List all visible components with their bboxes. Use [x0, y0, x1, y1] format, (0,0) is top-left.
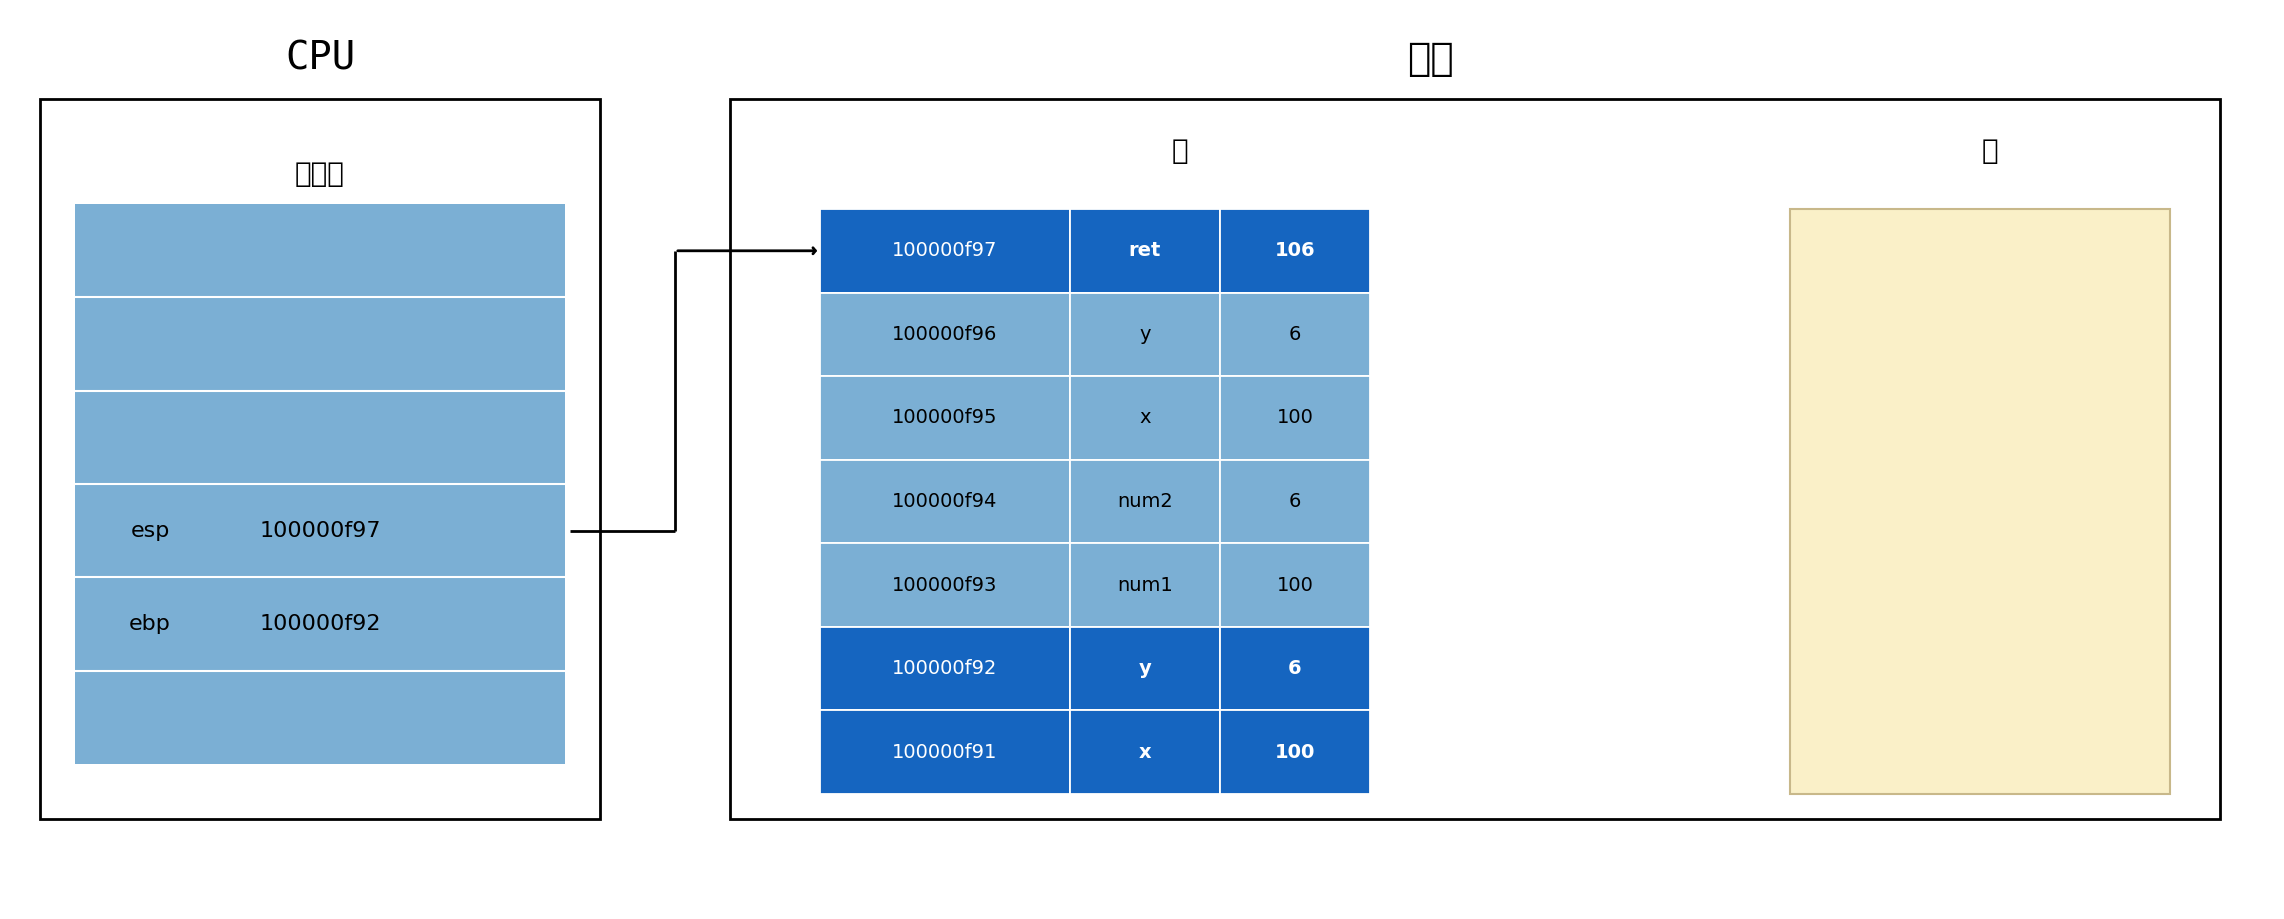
Text: 100000f91: 100000f91	[893, 743, 998, 762]
Text: CPU: CPU	[286, 40, 354, 78]
Bar	[1069, 376, 1220, 460]
Text: 100000f97: 100000f97	[893, 242, 998, 260]
Bar	[1220, 209, 1370, 292]
Bar	[1069, 627, 1220, 710]
Bar	[1220, 710, 1370, 794]
Text: 100000f93: 100000f93	[893, 575, 998, 595]
Bar	[1220, 376, 1370, 460]
Text: 100000f97: 100000f97	[260, 521, 381, 540]
Bar	[1069, 710, 1220, 794]
Text: 106: 106	[1274, 242, 1316, 260]
Bar	[820, 543, 1069, 627]
Text: 6: 6	[1288, 492, 1302, 511]
Text: 100: 100	[1277, 575, 1313, 595]
Text: 堆: 堆	[1983, 137, 1998, 165]
Text: x: x	[1140, 408, 1151, 427]
Text: 100000f92: 100000f92	[893, 659, 998, 678]
Text: 内存: 内存	[1407, 40, 1453, 78]
Bar	[820, 710, 1069, 794]
Text: y: y	[1140, 324, 1151, 344]
Bar	[1220, 627, 1370, 710]
Text: 100: 100	[1277, 408, 1313, 427]
Bar	[820, 460, 1069, 543]
Bar	[1069, 460, 1220, 543]
Text: ebp: ebp	[130, 614, 171, 634]
Bar	[1220, 543, 1370, 627]
Text: ret: ret	[1128, 242, 1160, 260]
Bar	[1220, 292, 1370, 376]
Bar	[820, 292, 1069, 376]
Text: num1: num1	[1117, 575, 1174, 595]
Text: 6: 6	[1288, 324, 1302, 344]
Bar	[1069, 209, 1220, 292]
Bar	[820, 209, 1069, 292]
Text: 100: 100	[1274, 743, 1316, 762]
Text: 寄存器: 寄存器	[295, 160, 345, 188]
Bar	[820, 627, 1069, 710]
Text: 100000f95: 100000f95	[893, 408, 998, 427]
Bar	[1791, 209, 2170, 794]
Text: 100000f96: 100000f96	[893, 324, 998, 344]
Bar	[41, 99, 601, 819]
Bar	[1220, 460, 1370, 543]
Bar	[731, 99, 2220, 819]
Text: 栈: 栈	[1172, 137, 1188, 165]
Text: 100000f94: 100000f94	[893, 492, 998, 511]
Bar	[1069, 292, 1220, 376]
Bar	[1069, 543, 1220, 627]
Text: num2: num2	[1117, 492, 1174, 511]
Text: y: y	[1140, 659, 1151, 678]
Text: 6: 6	[1288, 659, 1302, 678]
Text: x: x	[1140, 743, 1151, 762]
Bar	[820, 376, 1069, 460]
Text: 100000f92: 100000f92	[260, 614, 381, 634]
Bar	[75, 204, 564, 764]
Text: esp: esp	[130, 521, 169, 540]
